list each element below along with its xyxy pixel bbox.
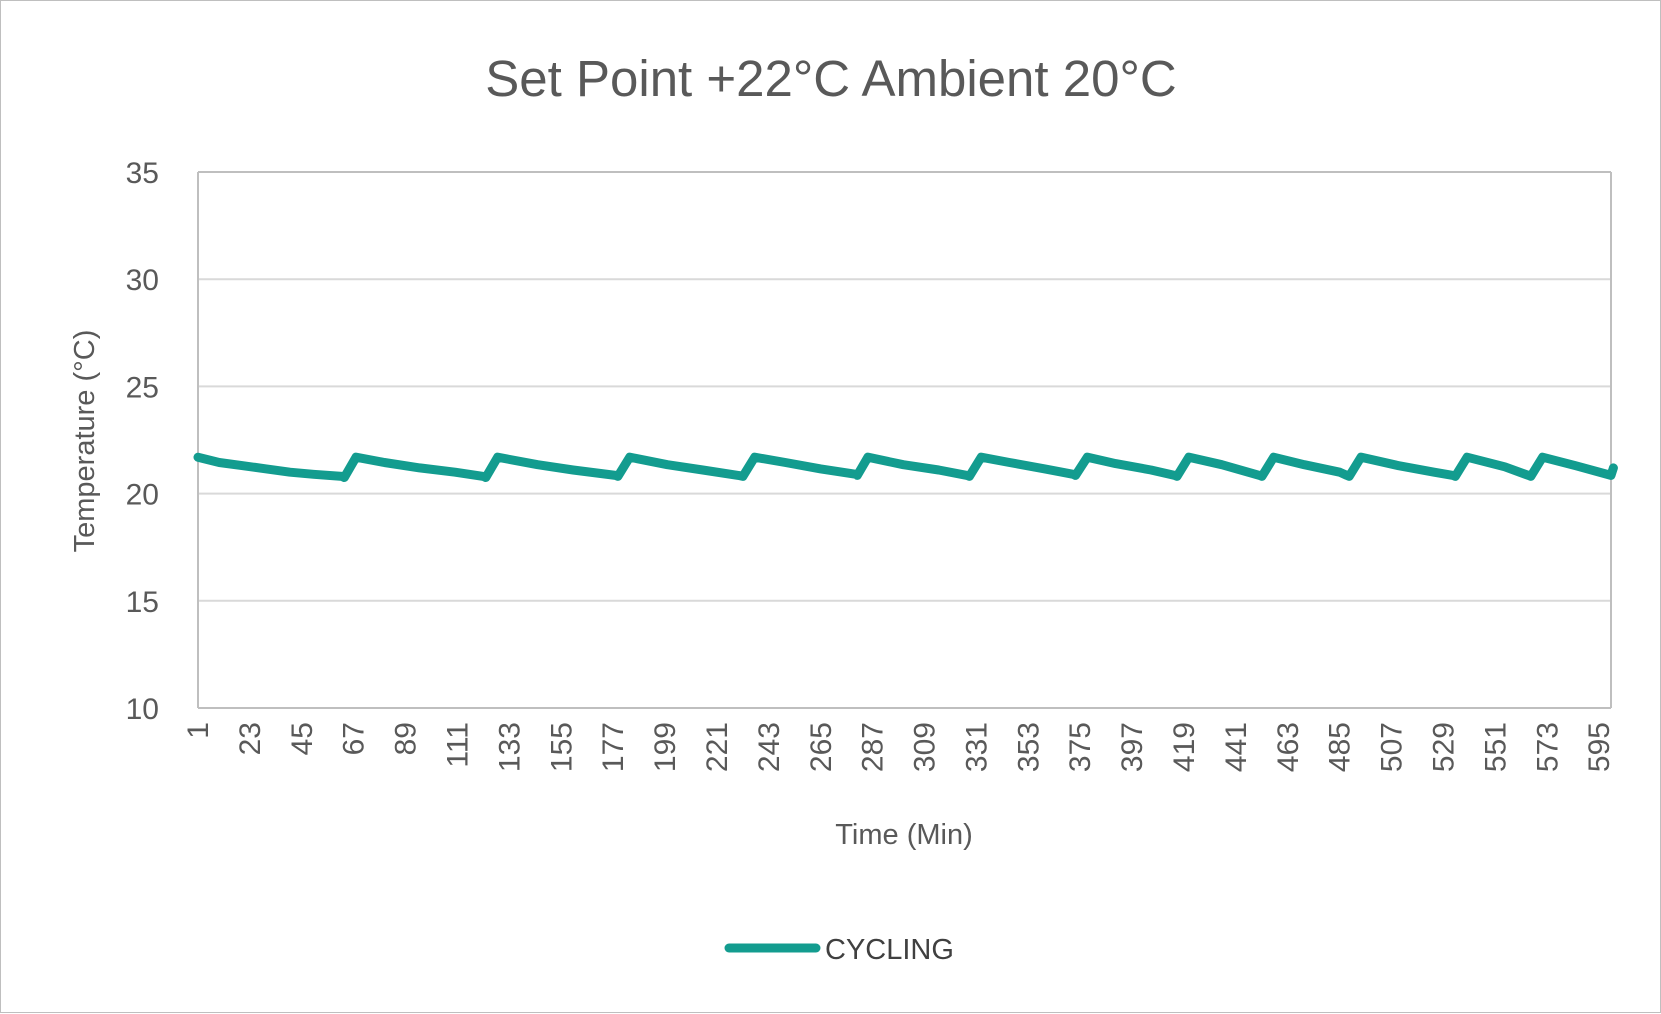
series-line-cycling [193, 452, 1618, 482]
x-tick-label: 595 [1583, 722, 1616, 772]
x-tick-label: 177 [597, 722, 630, 772]
x-tick-label: 463 [1272, 722, 1305, 772]
x-tick-label: 573 [1531, 722, 1564, 772]
x-tick-label: 199 [649, 722, 682, 772]
gridlines [198, 171, 1611, 602]
x-tick-label: 485 [1324, 722, 1357, 772]
x-tick-label: 89 [390, 722, 423, 755]
x-tick-label: 1 [182, 722, 215, 739]
series-layer [193, 452, 1618, 482]
x-tick-label: 221 [701, 722, 734, 772]
x-tick-label: 375 [1064, 722, 1097, 772]
x-tick-label: 265 [805, 722, 838, 772]
x-tick-label: 331 [960, 722, 993, 772]
y-tick-label: 35 [126, 157, 159, 190]
x-tick-label: 529 [1428, 722, 1461, 772]
x-tick-label: 507 [1376, 722, 1409, 772]
x-tick-label: 353 [1012, 722, 1045, 772]
x-tick-label: 287 [857, 722, 890, 772]
x-tick-label: 419 [1168, 722, 1201, 772]
axes [197, 171, 1612, 709]
x-tick-label: 441 [1220, 722, 1253, 772]
y-tick-label: 20 [126, 479, 159, 512]
y-axis-tick-labels: 10 15 20 25 30 35 [126, 157, 159, 726]
x-axis-tick-labels: 1 23 45 67 89 111 133 155 177 199 221 243 265 287 309 3… [182, 722, 1616, 772]
y-tick-label: 25 [126, 371, 159, 404]
x-tick-label: 155 [545, 722, 578, 772]
y-axis-title: Temperature (°C) [69, 330, 101, 553]
y-tick-label: 10 [126, 693, 159, 726]
y-tick-label: 15 [126, 586, 159, 619]
x-axis-title: Time (Min) [835, 819, 972, 851]
x-tick-label: 551 [1479, 722, 1512, 772]
legend: CYCLING [724, 934, 954, 966]
legend-label-cycling: CYCLING [825, 934, 954, 966]
x-tick-label: 67 [338, 722, 371, 755]
x-tick-label: 133 [493, 722, 526, 772]
x-tick-label: 23 [234, 722, 267, 755]
x-tick-label: 397 [1116, 722, 1149, 772]
x-tick-label: 243 [753, 722, 786, 772]
x-tick-label: 309 [909, 722, 942, 772]
x-tick-label: 45 [286, 722, 319, 755]
x-tick-label: 111 [441, 722, 474, 768]
chart-title: Set Point +22°C Ambient 20°C [485, 50, 1176, 107]
y-tick-label: 30 [126, 264, 159, 297]
